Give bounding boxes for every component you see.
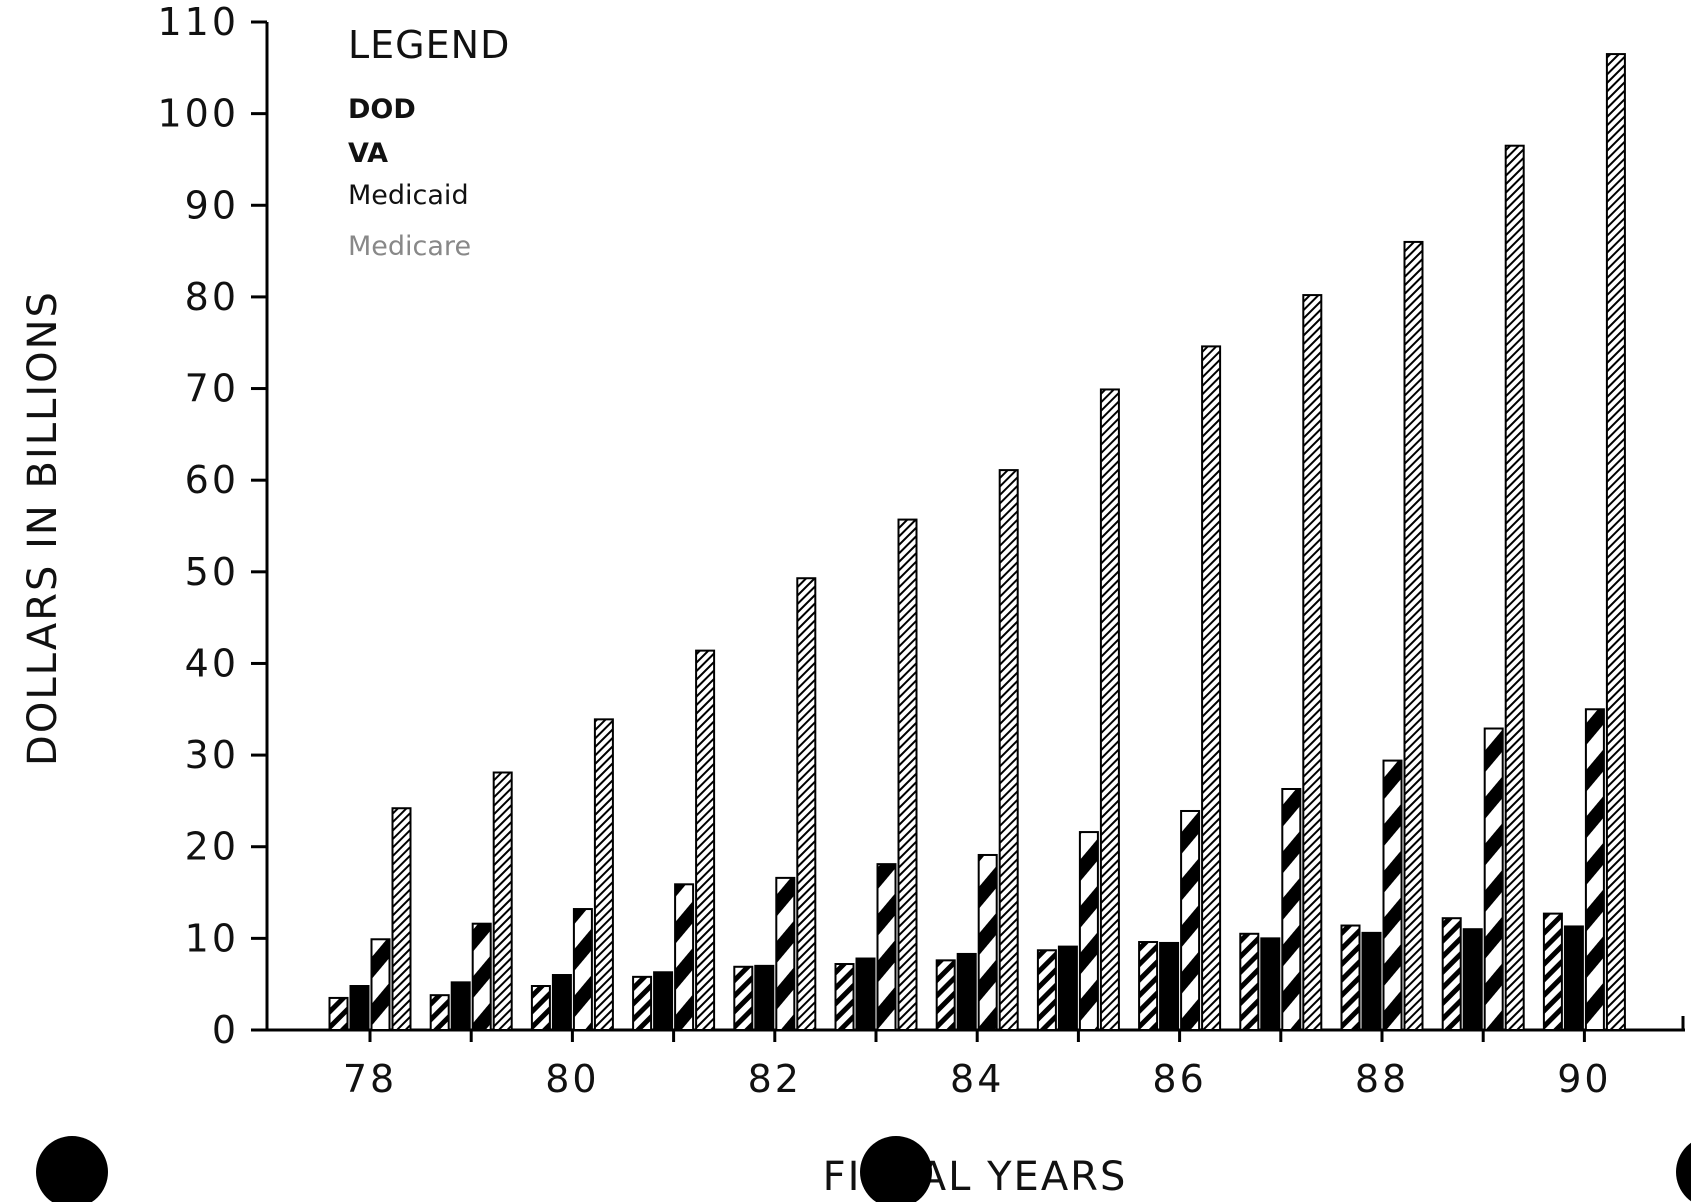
bar-medicaid-84 [977,853,998,1031]
bar-dod-80 [530,985,551,1031]
bar-medicaid-81 [674,883,695,1031]
x-tick-label: 84 [950,1057,1004,1101]
bar-va-89 [1462,928,1483,1032]
bar-va-85 [1057,945,1078,1031]
bar-va-86 [1159,941,1180,1031]
bar-medicare-89 [1504,144,1525,1031]
bar-medicaid-87 [1281,787,1302,1031]
y-tick-label: 90 [185,183,239,227]
bar-dod-83 [834,963,855,1031]
bar-medicare-82 [796,577,817,1031]
x-tick-label: 88 [1355,1057,1409,1101]
bar-dod-89 [1441,917,1462,1031]
punch-hole-left [36,1136,108,1202]
punch-hole-right [1676,1142,1691,1202]
bar-va-79 [450,981,471,1032]
bar-medicare-86 [1201,345,1222,1032]
bar-va-80 [551,974,572,1032]
y-axis-title: DOLLARS IN BILLIONS [20,290,66,766]
bar-va-83 [855,957,876,1031]
bar-dod-81 [632,975,653,1031]
bar-medicaid-83 [876,863,897,1031]
legend-item-va: VA [348,138,388,169]
bar-dod-88 [1340,924,1361,1031]
bar-va-88 [1361,931,1382,1032]
y-tick-label: 60 [185,458,239,502]
bar-va-82 [754,964,775,1032]
bar-medicaid-79 [471,922,492,1032]
y-tick-label: 80 [185,275,239,319]
bar-medicaid-90 [1584,708,1605,1031]
legend: LEGEND DOD VA Medicaid Medicare [348,23,510,262]
x-tick-label: 86 [1152,1057,1206,1101]
bar-medicare-79 [492,771,513,1031]
bar-medicaid-78 [370,938,391,1032]
bar-medicaid-88 [1382,759,1403,1032]
bar-medicare-83 [897,518,918,1031]
y-tick-label: 30 [185,733,239,777]
bar-va-90 [1563,925,1584,1032]
bar-medicaid-82 [775,876,796,1031]
punch-hole-center [860,1136,932,1202]
y-axis-ticks: 0 10 20 30 40 50 60 70 80 90 100 110 [157,0,267,1052]
bar-dod-90 [1542,912,1563,1032]
legend-item-medicaid: Medicaid [348,180,469,211]
legend-title: LEGEND [348,23,510,67]
bar-medicare-85 [1099,388,1120,1032]
bar-medicare-88 [1403,240,1424,1032]
bar-medicaid-89 [1483,727,1504,1031]
bar-va-78 [349,985,370,1031]
bar-dod-85 [1036,949,1057,1031]
y-tick-label: 20 [185,825,239,869]
x-tick-label: 90 [1557,1057,1611,1101]
bar-va-87 [1260,937,1281,1032]
y-tick-label: 0 [212,1008,239,1052]
bar-medicaid-85 [1078,831,1099,1031]
bar-dod-79 [429,994,450,1031]
x-tick-label: 82 [748,1057,802,1101]
y-tick-label: 10 [185,916,239,960]
bar-medicaid-80 [572,908,593,1031]
bar-medicare-80 [593,718,614,1031]
x-tick-label: 78 [343,1057,397,1101]
y-tick-label: 110 [157,0,239,44]
legend-item-dod: DOD [348,94,416,125]
y-tick-label: 40 [185,641,239,685]
x-tick-label: 80 [545,1057,599,1101]
bar-medicare-81 [695,649,716,1031]
bar-medicare-84 [998,469,1019,1031]
bar-dod-86 [1138,941,1159,1032]
bar-va-81 [653,971,674,1032]
y-tick-label: 100 [157,92,239,136]
x-axis-ticks: 78 80 82 84 86 88 90 [343,1030,1611,1101]
bar-medicaid-86 [1180,809,1201,1031]
bar-medicare-78 [391,807,412,1031]
bar-medicare-90 [1605,53,1626,1031]
bar-dod-78 [328,996,349,1031]
bars [328,53,1626,1032]
bar-va-84 [956,952,977,1032]
bar-medicare-87 [1302,294,1323,1031]
y-tick-label: 70 [185,367,239,411]
bar-dod-84 [935,959,956,1032]
bar-dod-82 [733,965,754,1032]
bar-dod-87 [1239,932,1260,1031]
legend-item-medicare: Medicare [348,231,471,262]
y-tick-label: 50 [185,550,239,594]
